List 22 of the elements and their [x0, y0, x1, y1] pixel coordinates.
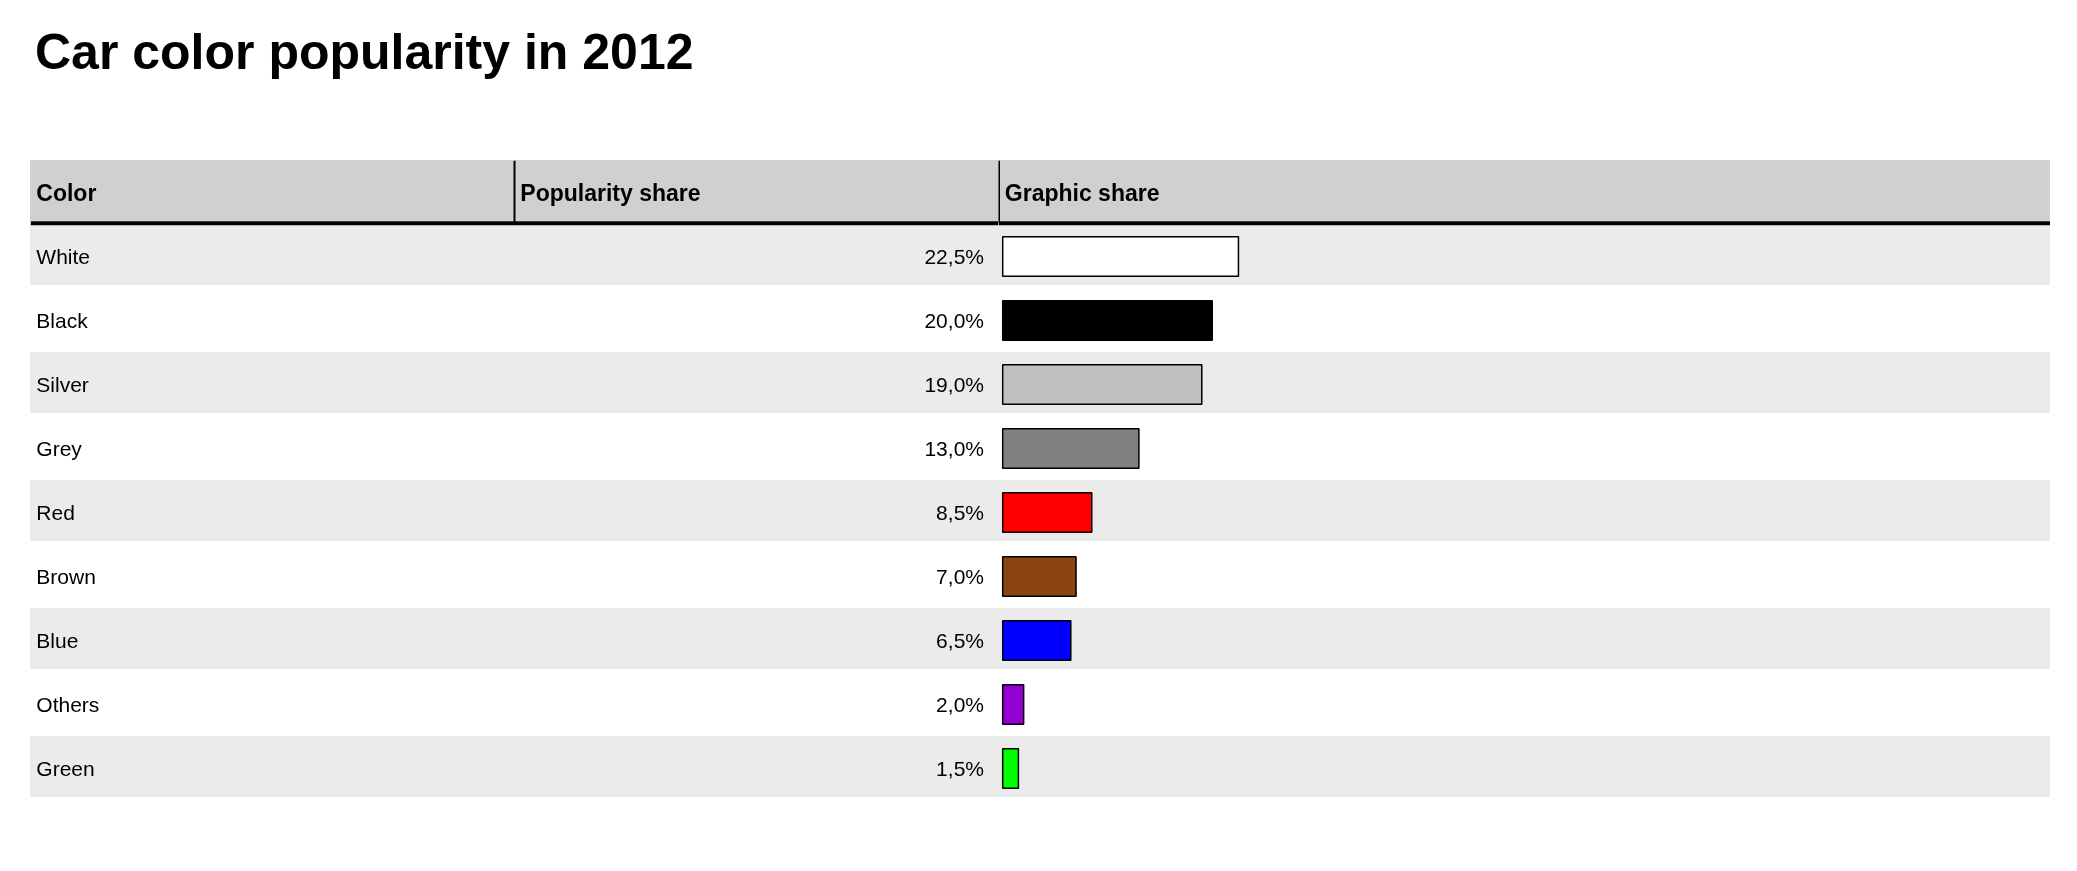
y-tick-label: Blue [36, 629, 79, 652]
y-tick-label: Red [36, 501, 75, 524]
text: Popularity share [520, 179, 701, 206]
y-tick-label: Brown [36, 565, 96, 588]
data-label: 2,0% [936, 693, 984, 716]
data-label: 19,0% [924, 373, 984, 396]
data-label: 13,0% [924, 437, 984, 460]
data-label: 1,5% [936, 757, 984, 780]
text: Graphic share [1004, 179, 1160, 206]
y-tick-label: Silver [36, 373, 89, 396]
data-label: 6,5% [936, 629, 984, 652]
data-label: 7,0% [936, 565, 984, 588]
y-tick-label: Green [36, 757, 95, 780]
y-axis-title: Color [36, 179, 97, 206]
y-tick-label: Others [36, 693, 100, 716]
y-tick-label: White [36, 245, 90, 268]
data-label: 22,5% [924, 245, 984, 268]
text: Car color popularity in 2012 [35, 23, 694, 82]
y-tick-label: Grey [36, 437, 83, 460]
y-tick-label: Black [36, 309, 89, 332]
data-label: 8,5% [936, 501, 984, 524]
data-label: 20,0% [924, 309, 984, 332]
